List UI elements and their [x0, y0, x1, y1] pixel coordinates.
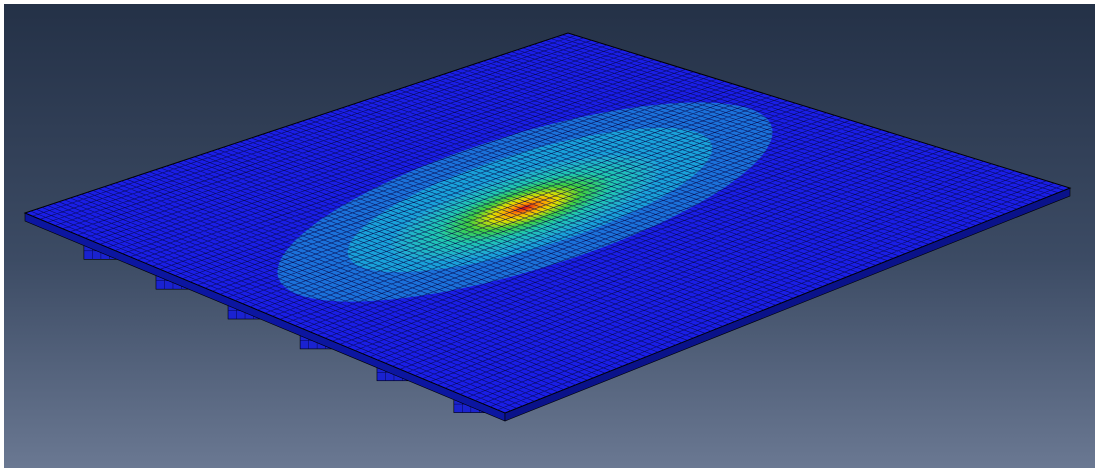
viewport	[0, 0, 1099, 472]
page: (() => { const svg = document.getElement…	[0, 0, 1099, 472]
